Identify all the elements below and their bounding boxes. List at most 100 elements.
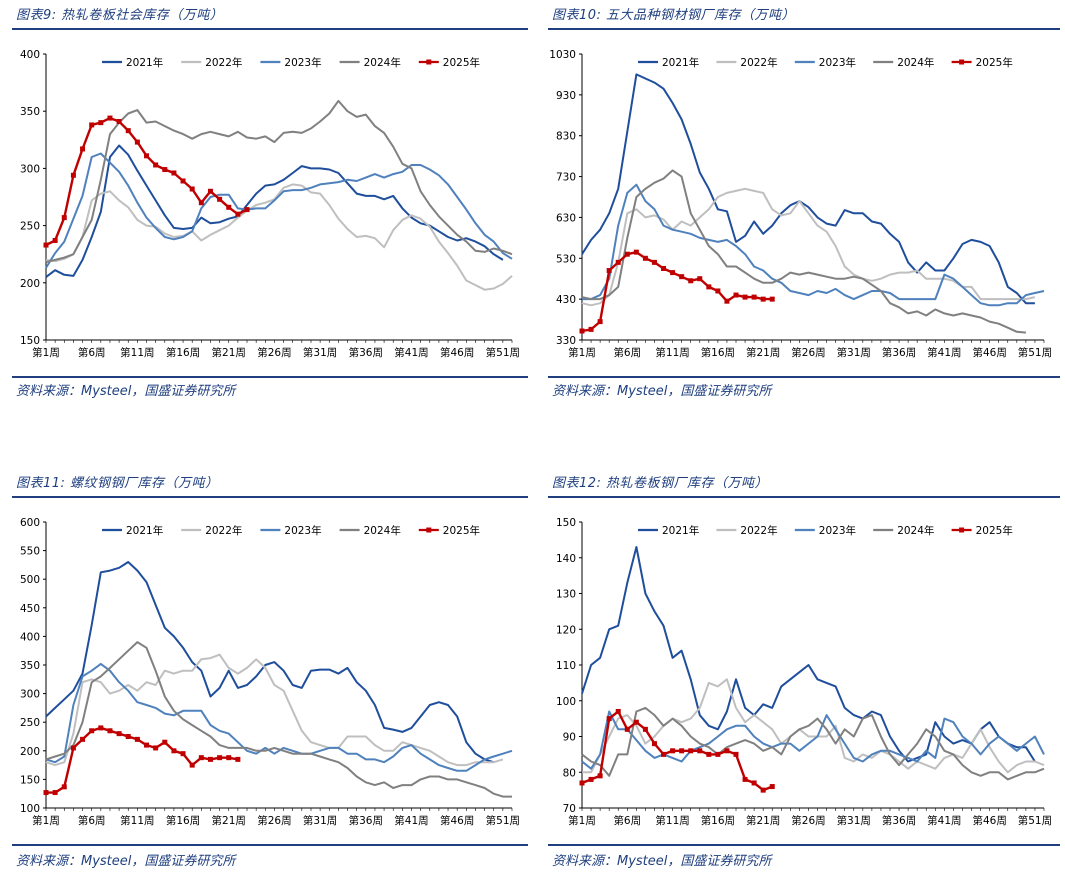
series-marker <box>162 739 168 745</box>
legend-label: 2023年 <box>284 56 321 69</box>
series-marker <box>207 756 213 762</box>
series-line-2024年 <box>45 99 513 264</box>
source-note: 资料来源：Mysteel，国盛证券研究所 <box>16 384 236 399</box>
y-tick-label: 250 <box>20 717 40 729</box>
x-tick-label: 第51周 <box>1018 814 1052 827</box>
x-tick-label: 第6周 <box>78 346 106 359</box>
source-rule <box>548 844 1060 846</box>
series-marker <box>615 708 621 714</box>
series-marker <box>624 251 630 257</box>
series-marker <box>751 780 757 786</box>
series-marker <box>116 118 122 124</box>
series-marker <box>670 270 676 276</box>
legend-label: 2022年 <box>205 524 242 537</box>
line-chart: 100 150 200 250 300 350 400 450 500 550 600 第1周 第6周 第… <box>20 517 520 827</box>
series-marker <box>661 751 667 757</box>
series-marker <box>80 736 86 742</box>
x-tick-label: 第11周 <box>655 346 689 359</box>
series-marker <box>742 776 748 782</box>
series-line-2023年 <box>582 183 1045 307</box>
series-marker <box>198 755 204 761</box>
series-marker <box>153 162 159 168</box>
series-marker <box>697 748 703 754</box>
y-tick-label: 600 <box>20 517 40 529</box>
series-marker <box>43 242 49 248</box>
x-tick-label: 第11周 <box>655 814 689 827</box>
y-tick-label: 500 <box>20 574 40 586</box>
x-tick-label: 第16周 <box>166 814 200 827</box>
y-tick-label: 110 <box>556 660 576 672</box>
legend-label: 2024年 <box>364 56 401 69</box>
series-marker <box>733 751 739 757</box>
legend-label: 2025年 <box>443 56 480 69</box>
source-rule <box>548 376 1060 378</box>
x-tick-label: 第51周 <box>1018 346 1052 359</box>
series-line-2025年 <box>581 710 773 792</box>
series-marker <box>688 278 694 284</box>
series-marker <box>125 734 131 739</box>
series-marker <box>697 276 703 282</box>
legend-label: 2025年 <box>976 524 1013 537</box>
y-tick-label: 80 <box>563 767 576 779</box>
x-tick-label: 第6周 <box>613 814 641 827</box>
series-line-2021年 <box>45 561 494 764</box>
series-marker <box>651 741 657 747</box>
series-marker <box>116 731 122 737</box>
y-tick-label: 400 <box>20 49 40 61</box>
series-marker <box>588 776 594 782</box>
x-tick-label: 第41周 <box>394 346 428 359</box>
series-marker <box>769 296 775 302</box>
series-marker <box>43 790 49 796</box>
x-tick-label: 第31周 <box>303 814 337 827</box>
series-marker <box>751 294 757 300</box>
y-tick-label: 350 <box>20 660 40 672</box>
series-marker <box>724 748 730 754</box>
series-line-2024年 <box>581 169 1026 334</box>
legend-label: 2022年 <box>740 56 777 69</box>
series-marker <box>107 115 113 121</box>
series-marker <box>579 328 585 334</box>
series-marker <box>125 128 131 134</box>
y-tick-label: 70 <box>563 803 576 815</box>
x-tick-label: 第16周 <box>701 814 735 827</box>
series-marker <box>144 153 150 159</box>
series-marker <box>661 266 667 271</box>
source-note: 资料来源：Mysteel，国盛证券研究所 <box>552 854 772 869</box>
series-marker <box>670 748 676 754</box>
y-tick-label: 350 <box>20 106 40 118</box>
series-marker <box>153 745 159 751</box>
y-tick-label: 330 <box>556 335 576 347</box>
x-tick-label: 第46周 <box>440 814 474 827</box>
title-rule <box>12 496 528 498</box>
x-tick-label: 第51周 <box>486 814 520 827</box>
x-tick-label: 第16周 <box>701 346 735 359</box>
x-tick-label: 第21周 <box>746 814 780 827</box>
y-tick-label: 630 <box>556 212 576 224</box>
series-marker <box>89 122 95 128</box>
series-marker <box>180 178 186 184</box>
series-line-2024年 <box>581 706 1045 781</box>
y-tick-label: 830 <box>556 131 576 143</box>
y-tick-label: 150 <box>20 335 40 347</box>
y-tick-label: 1030 <box>549 49 576 61</box>
series-marker <box>52 237 58 243</box>
y-tick-label: 530 <box>556 253 576 265</box>
y-tick-label: 430 <box>556 294 576 306</box>
y-tick-label: 300 <box>20 689 40 701</box>
series-marker <box>89 728 95 734</box>
series-marker <box>642 255 648 261</box>
x-tick-label: 第1周 <box>568 346 596 359</box>
x-tick-label: 第46周 <box>440 346 474 359</box>
x-tick-label: 第26周 <box>791 346 825 359</box>
y-tick-label: 200 <box>20 278 40 290</box>
series-marker <box>107 728 113 734</box>
series-marker <box>61 215 67 221</box>
y-tick-label: 90 <box>563 732 576 744</box>
legend-label: 2025年 <box>443 524 480 537</box>
x-tick-label: 第16周 <box>166 346 200 359</box>
series-line-2023年 <box>45 662 513 772</box>
x-tick-label: 第26周 <box>257 346 291 359</box>
legend-marker <box>959 527 965 533</box>
series-marker <box>642 726 648 732</box>
series-line-2024年 <box>45 641 512 798</box>
